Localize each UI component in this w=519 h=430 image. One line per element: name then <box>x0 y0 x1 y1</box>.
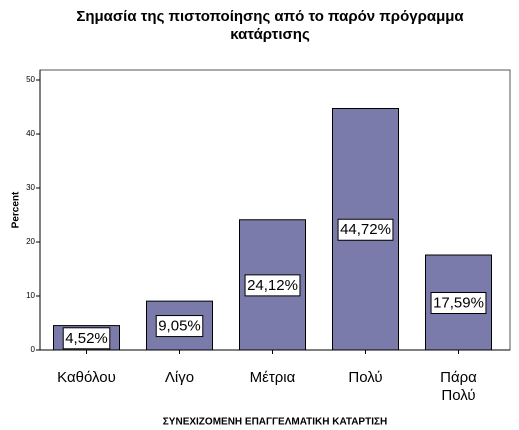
value-label-box <box>62 327 111 350</box>
value-label-box <box>337 218 394 241</box>
y-tick-label: 0 <box>31 345 36 354</box>
value-label: 9,05% <box>158 318 201 335</box>
value-label: 44,72% <box>340 221 391 238</box>
value-label-box <box>244 274 301 297</box>
y-tick-label: 30 <box>26 183 35 192</box>
value-label: 24,12% <box>247 277 298 294</box>
x-tick-label: Πολύ <box>348 369 382 386</box>
y-tick-label: 10 <box>26 291 35 300</box>
value-label: 4,52% <box>65 330 108 347</box>
y-tick-label: 40 <box>26 129 35 138</box>
x-tick-label: Μέτρια <box>250 369 296 386</box>
y-tick-label: 20 <box>26 237 35 246</box>
value-label: 17,59% <box>433 294 484 311</box>
x-tick-label: Πάρα Πολύ <box>440 369 477 404</box>
chart-title: Σημασία της πιστοποίησης από το παρόν πρ… <box>76 8 464 43</box>
y-tick-label: 50 <box>26 75 35 84</box>
x-axis-label: ΣΥΝΕΧΙΖΟΜΕΝΗ ΕΠΑΓΓΕΛΜΑΤΙΚΗ ΚΑΤΑΡΤΙΣΗ <box>163 417 387 428</box>
x-tick-label: Καθόλου <box>57 369 116 386</box>
y-axis-label: Percent <box>11 191 22 228</box>
value-label-box <box>430 292 487 315</box>
value-label-box <box>155 315 204 338</box>
x-tick-label: Λίγο <box>165 369 194 386</box>
